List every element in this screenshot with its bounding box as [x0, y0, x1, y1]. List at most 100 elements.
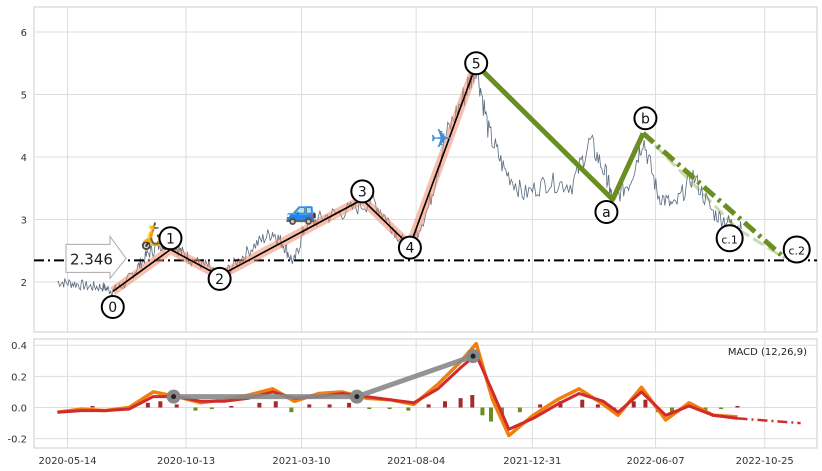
wave-label-text: c.2 [788, 245, 805, 258]
corrective-projection-2 [642, 132, 786, 260]
macd-tick-label: 0.0 [11, 404, 27, 415]
date-tick-label: 2021-03-10 [272, 456, 330, 467]
macd-peak-markers [166, 349, 481, 404]
macd-tick-label: 0.2 [11, 372, 27, 383]
impulse-wave-line [112, 64, 477, 293]
wave-label-circle [350, 179, 375, 204]
car-icon: 🚙 [285, 197, 317, 227]
histogram-bar [480, 407, 485, 416]
histogram-bar [442, 401, 447, 408]
wave-label-text: c.1 [721, 233, 738, 246]
histogram-bar [257, 402, 262, 408]
wave-label-circle [715, 224, 744, 253]
price-tick-label: 4 [21, 153, 27, 164]
histogram-bar [470, 395, 475, 408]
histogram-bar [406, 407, 411, 411]
wave-label-text: 0 [108, 300, 117, 316]
wave-label-text: a [602, 205, 611, 221]
wave-label-c-1: c.1 [715, 224, 744, 253]
date-axis-ticks: 2020-05-14 2020-10-13 2021-03-10 2021-08-04… [38, 456, 793, 467]
price-grid [34, 7, 817, 332]
macd-tick-label: 0.4 [11, 341, 27, 352]
histogram-bar [193, 407, 198, 411]
wave-label-text: 3 [358, 184, 367, 200]
wave-label-text: 5 [472, 56, 481, 72]
histogram-bar [289, 407, 294, 413]
histogram-bar [719, 407, 724, 410]
price-plot-area [33, 6, 818, 333]
corrective-projection-1 [641, 131, 787, 261]
price-tick-label: 2 [21, 278, 27, 289]
macd-y-ticks: -0.2 0.0 0.2 0.4 [7, 341, 27, 445]
wave-label-circle [158, 226, 183, 251]
histogram-bar [209, 407, 214, 410]
histogram-bar [426, 404, 431, 408]
wave-label-text: 1 [166, 231, 175, 247]
wave-label-text: 2 [215, 272, 224, 288]
price-tick-label: 5 [21, 91, 27, 102]
histogram-bar [631, 401, 636, 408]
histogram-bar [158, 401, 163, 408]
wave-label-3: 3 [350, 179, 375, 204]
reference-callout: 2.346 [65, 234, 127, 280]
peak-marker-inner [171, 394, 177, 400]
wave-label-circle [464, 51, 489, 76]
histogram-bar [703, 407, 708, 411]
wave-label-0: 0 [100, 295, 125, 319]
date-tick-label: 2022-06-07 [627, 456, 685, 467]
price-tick-label: 3 [21, 216, 27, 227]
peak-marker-inner [354, 394, 360, 400]
date-tick-label: 2022-10-25 [736, 456, 794, 467]
histogram-bar [580, 399, 585, 408]
price-tick-label: 6 [21, 28, 27, 39]
date-tick-label: 2020-10-13 [157, 456, 215, 467]
peak-marker-inner [470, 353, 476, 359]
wave-label-text: b [641, 111, 650, 127]
histogram-bar [735, 405, 740, 408]
histogram-bar [538, 404, 543, 408]
macd-title: MACD (12,26,9) [728, 347, 807, 358]
wave-label-circle [100, 295, 125, 319]
wave-label-c-2: c.2 [782, 235, 811, 264]
histogram-bar [517, 407, 522, 413]
wave-label-a: a [594, 200, 619, 224]
date-tick-label: 2021-12-31 [503, 456, 561, 467]
wave-label-2: 2 [207, 266, 232, 291]
wave-label-circle [594, 200, 619, 224]
date-tick-label: 2020-05-14 [38, 456, 96, 467]
histogram-bar [367, 407, 372, 410]
macd-histogram [90, 395, 740, 422]
histogram-bar [145, 402, 150, 408]
wave-label-b: b [633, 106, 658, 131]
corrective-wave-line [474, 62, 646, 202]
price-y-ticks: 2 3 4 5 6 [21, 28, 27, 289]
histogram-bar [273, 401, 278, 408]
histogram-bar [669, 407, 674, 414]
wave-label-4: 4 [397, 235, 422, 260]
wave-label-circle [782, 235, 811, 264]
wave-labels: 0 1 2 3 4 5 a b c.1 c.2 [100, 51, 811, 319]
histogram-bar [327, 404, 332, 408]
airplane-icon: ✈ [430, 125, 452, 155]
histogram-bar [387, 407, 392, 410]
wave-label-text: 4 [405, 241, 414, 257]
histogram-bar [174, 404, 179, 408]
wave-label-circle [397, 235, 422, 260]
macd-panel: -0.20.00.20.4 MACD (12,26,9) 2020-05-14 2… [7, 338, 818, 467]
histogram-bar [643, 399, 648, 408]
wave-label-circle [633, 106, 658, 131]
reference-arrow [65, 234, 127, 280]
histogram-bar [307, 404, 312, 408]
wave-label-circle [207, 266, 232, 291]
histogram-bar [229, 405, 234, 408]
wave-label-5: 5 [464, 51, 489, 76]
wave-label-1: 1 [158, 226, 183, 251]
histogram-bar [458, 398, 463, 408]
date-tick-label: 2021-08-04 [387, 456, 445, 467]
histogram-bar [90, 405, 95, 408]
reference-value-label: 2.346 [70, 250, 113, 268]
macd-tick-label: -0.2 [7, 435, 27, 446]
histogram-bar [489, 407, 494, 422]
